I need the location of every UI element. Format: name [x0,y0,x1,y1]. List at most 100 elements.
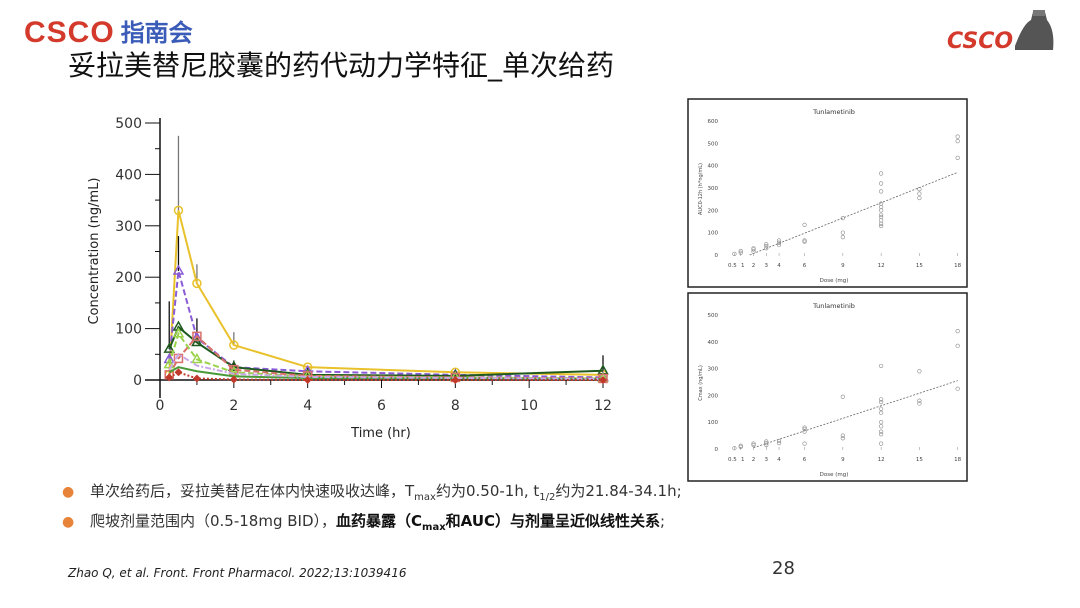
data-point [191,352,203,364]
csco-guideline-logo: CSCO 指南会 [24,18,193,48]
trend-line [749,171,958,256]
bullet-list: ● 单次给药后，妥拉美替尼在体内快速吸收达峰，Tmax约为0.50-1h, t1… [62,480,682,540]
data-point [738,248,743,254]
data-point [192,331,202,342]
data-point [802,441,807,446]
data-point [802,239,807,244]
data-point [879,214,884,220]
bullet-item: ● 爬坡剂量范围内（0.5-18mg BID），血药暴露（Cmax和AUC）与剂… [62,510,682,540]
y-tick-label: 200 [708,393,719,399]
data-point [303,376,312,384]
data-point [192,278,202,289]
x-tick-label: 6 [377,398,386,414]
series-line [168,210,604,376]
data-point [955,134,960,139]
x-tick-label: 10 [520,398,538,414]
page-number: 28 [772,558,795,579]
x-tick-label: 12 [878,457,885,463]
scatter-panel [687,292,968,482]
y-axis-label: AUC0-12h (h*ng/mL) [698,163,704,215]
data-point [228,365,240,377]
data-point [751,442,756,448]
x-tick-label: 12 [594,398,612,414]
data-point [879,189,884,194]
data-point [764,243,769,249]
x-tick-label: 0.5 [728,263,737,269]
data-point [738,443,743,448]
data-point [879,181,884,186]
bullet-dot-icon: ● [62,484,75,500]
x-tick-label: 6 [803,263,807,269]
y-tick-label: 400 [115,167,142,183]
y-tick-label: 200 [708,208,719,214]
y-axis-label: Cmax (ng/mL) [698,365,704,401]
x-tick-label: 2 [229,398,238,414]
y-tick-label: 100 [115,322,142,338]
y-tick-label: 600 [708,119,719,125]
data-point [917,195,922,201]
bullet-item: ● 单次给药后，妥拉美替尼在体内快速吸收达峰，Tmax约为0.50-1h, t1… [62,480,682,510]
svg-text:CSCO: CSCO [947,29,1013,54]
data-point [802,222,807,227]
x-tick-label: 0 [156,398,165,414]
data-point [165,373,174,382]
data-point [751,441,756,446]
data-point [192,374,201,383]
x-tick-label: 9 [841,457,845,463]
data-point [174,368,183,377]
data-point [229,340,239,350]
y-tick-label: 100 [708,420,719,426]
y-tick-label: 500 [115,116,142,132]
data-point [879,363,884,369]
data-point [879,441,884,446]
y-tick-label: 300 [708,186,719,192]
data-point [776,441,782,446]
data-point [764,242,769,247]
data-point [840,235,845,240]
data-point [840,216,845,221]
data-point [173,205,184,216]
bullet-text: 单次给药后，妥拉美替尼在体内快速吸收达峰，Tmax约为0.50-1h, t1/2… [90,482,682,503]
data-point [879,410,884,415]
x-tick-label: 9 [841,263,845,269]
data-point [955,386,960,391]
data-point [751,246,756,251]
data-point [738,250,743,255]
data-point [879,432,884,437]
data-point [840,436,845,441]
y-tick-label: 400 [708,340,719,346]
data-point [879,424,884,429]
data-point [917,187,922,192]
data-point [879,201,884,206]
x-tick-label: 1 [741,263,745,269]
x-axis-label: Dose (mg) [820,278,849,284]
x-tick-label: 6 [803,457,807,463]
data-point [732,251,737,256]
data-point [879,400,884,405]
y-tick-label: 500 [708,313,719,319]
data-point [955,343,960,348]
data-point [802,238,807,243]
bullet-text: 爬坡剂量范围内（0.5-18mg BID），血药暴露（Cmax和AUC）与剂量呈… [90,512,666,533]
data-point [879,429,884,434]
data-point [917,369,922,374]
x-tick-label: 0.5 [728,457,737,463]
data-point [840,394,845,399]
logo-zh-text: 指南会 [120,19,193,47]
data-point [917,401,922,406]
data-point [764,441,769,446]
x-axis-label: Dose (mg) [820,472,849,478]
data-point [917,191,922,196]
data-point [172,327,185,338]
csco-logo: CSCO [947,10,1054,54]
y-tick-label: 400 [708,164,719,170]
data-point [163,342,176,353]
y-axis-label: Concentration (ng/mL) [87,177,102,324]
y-tick-label: 500 [708,141,719,147]
y-tick-label: 100 [708,231,719,237]
data-point [955,155,960,160]
x-tick-label: 3 [765,457,769,463]
y-tick-label: 0 [715,447,719,453]
data-point [172,264,185,275]
x-tick-label: 15 [916,457,923,463]
